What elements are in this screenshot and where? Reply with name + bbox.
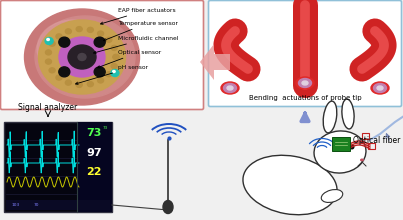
Polygon shape xyxy=(200,44,230,80)
Text: Optical sensor: Optical sensor xyxy=(98,50,161,68)
FancyBboxPatch shape xyxy=(0,0,204,110)
Ellipse shape xyxy=(87,82,93,87)
Bar xyxy=(4,122,112,212)
Ellipse shape xyxy=(56,34,62,39)
Ellipse shape xyxy=(106,37,112,42)
Ellipse shape xyxy=(59,67,70,77)
Text: EAP fiber actuators: EAP fiber actuators xyxy=(101,7,176,24)
Ellipse shape xyxy=(106,72,112,77)
Ellipse shape xyxy=(78,53,86,61)
Bar xyxy=(362,133,369,139)
Ellipse shape xyxy=(314,131,366,173)
Text: Bending  actuations of probe tip: Bending actuations of probe tip xyxy=(249,95,361,101)
Text: 73: 73 xyxy=(102,126,108,130)
Ellipse shape xyxy=(39,20,125,94)
Ellipse shape xyxy=(49,41,55,46)
Text: 73: 73 xyxy=(86,128,102,138)
FancyBboxPatch shape xyxy=(208,0,401,106)
Bar xyxy=(368,143,375,149)
Text: pH sensor: pH sensor xyxy=(75,64,148,84)
Ellipse shape xyxy=(47,38,49,40)
Text: Optical fiber: Optical fiber xyxy=(353,136,400,145)
Ellipse shape xyxy=(98,78,104,83)
Ellipse shape xyxy=(360,158,364,161)
Ellipse shape xyxy=(76,27,82,32)
Ellipse shape xyxy=(76,82,82,87)
Text: 97: 97 xyxy=(86,148,102,158)
Ellipse shape xyxy=(221,82,239,94)
Ellipse shape xyxy=(45,37,53,44)
Text: 103: 103 xyxy=(12,203,20,207)
Ellipse shape xyxy=(342,99,354,129)
Ellipse shape xyxy=(377,86,383,90)
Text: Temperature sensor: Temperature sensor xyxy=(104,20,178,41)
Ellipse shape xyxy=(113,55,119,59)
Ellipse shape xyxy=(371,82,389,94)
Ellipse shape xyxy=(374,84,386,92)
Ellipse shape xyxy=(25,9,139,105)
Ellipse shape xyxy=(35,16,135,98)
Ellipse shape xyxy=(224,84,237,92)
Ellipse shape xyxy=(94,67,105,77)
Ellipse shape xyxy=(68,45,96,69)
Ellipse shape xyxy=(98,31,104,36)
Ellipse shape xyxy=(56,75,62,80)
Ellipse shape xyxy=(65,80,71,85)
Ellipse shape xyxy=(299,79,312,88)
Ellipse shape xyxy=(323,101,337,133)
Ellipse shape xyxy=(111,45,117,50)
Ellipse shape xyxy=(243,155,337,215)
Ellipse shape xyxy=(111,64,117,69)
Ellipse shape xyxy=(65,29,71,34)
Ellipse shape xyxy=(113,55,119,59)
Bar xyxy=(6,200,110,210)
Ellipse shape xyxy=(46,50,52,55)
Text: 70: 70 xyxy=(34,203,39,207)
Ellipse shape xyxy=(59,37,70,47)
Ellipse shape xyxy=(349,145,355,150)
Ellipse shape xyxy=(94,37,105,47)
Text: Microfluidic channel: Microfluidic channel xyxy=(93,35,179,53)
Ellipse shape xyxy=(113,70,115,73)
Ellipse shape xyxy=(163,200,173,213)
Ellipse shape xyxy=(227,86,233,90)
Ellipse shape xyxy=(111,70,119,77)
Ellipse shape xyxy=(296,77,314,89)
Ellipse shape xyxy=(46,59,52,64)
Ellipse shape xyxy=(59,37,105,77)
Bar xyxy=(77,122,112,212)
Ellipse shape xyxy=(321,190,343,202)
Ellipse shape xyxy=(87,27,93,32)
Ellipse shape xyxy=(37,20,107,78)
Ellipse shape xyxy=(302,81,308,85)
Text: 22: 22 xyxy=(86,167,102,177)
Bar xyxy=(332,137,350,151)
Text: Signal analyzer: Signal analyzer xyxy=(19,103,78,112)
Ellipse shape xyxy=(49,68,55,73)
